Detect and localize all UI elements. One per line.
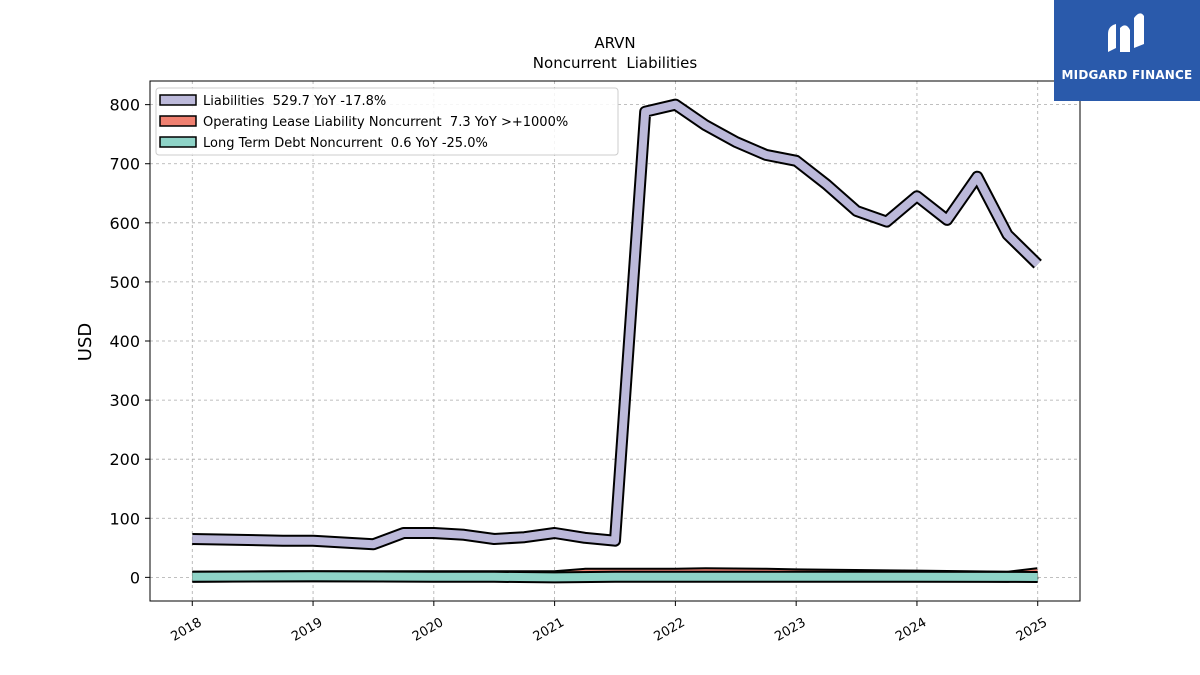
y-tick-label: 0: [130, 568, 140, 587]
legend-swatch-0: [159, 94, 197, 106]
legend-swatch-2: [159, 136, 197, 148]
x-tick-label: 2024: [893, 615, 929, 645]
logo-text: MIDGARD FINANCE: [1061, 68, 1193, 82]
chart-title: ARVN: [594, 34, 635, 52]
y-tick-label: 200: [109, 450, 140, 469]
y-tick-label: 100: [109, 509, 140, 528]
chart-subtitle: Noncurrent Liabilities: [533, 54, 698, 72]
series-layer: [192, 98, 1042, 584]
x-tick-label: 2019: [289, 615, 325, 645]
x-tick-label: 2018: [168, 615, 204, 645]
series-outline-0: [192, 98, 1042, 551]
y-tick-label: 400: [109, 332, 140, 351]
legend-label-1: Operating Lease Liability Noncurrent 7.3…: [203, 115, 568, 130]
series-line-0: [192, 100, 1041, 549]
x-tick-label: 2023: [772, 615, 808, 645]
y-tick-label: 800: [109, 96, 140, 115]
legend-label-2: Long Term Debt Noncurrent 0.6 YoY -25.0%: [203, 136, 488, 151]
y-tick-label: 300: [109, 391, 140, 410]
brand-logo: MIDGARD FINANCE: [1054, 0, 1200, 101]
y-axis-label: USD: [75, 323, 96, 361]
axis-ticks: 0 100 200 300 400 500 600 700 800 2018 2019 2020 202…: [109, 96, 1050, 645]
legend-swatch-1: [159, 115, 197, 127]
legend: Liabilities 529.7 YoY -17.8% Operating Le…: [155, 87, 619, 156]
x-tick-label: 2021: [531, 615, 567, 645]
logo-mark-icon: [1108, 13, 1144, 52]
x-tick-label: 2020: [410, 615, 446, 645]
y-tick-label: 500: [109, 273, 140, 292]
y-tick-label: 600: [109, 214, 140, 233]
legend-label-0: Liabilities 529.7 YoY -17.8%: [203, 94, 386, 109]
series-line-2: [192, 572, 1038, 582]
legend-box: [155, 87, 619, 156]
y-tick-label: 700: [109, 155, 140, 174]
x-tick-label: 2022: [652, 615, 688, 645]
x-tick-label: 2025: [1014, 615, 1050, 645]
